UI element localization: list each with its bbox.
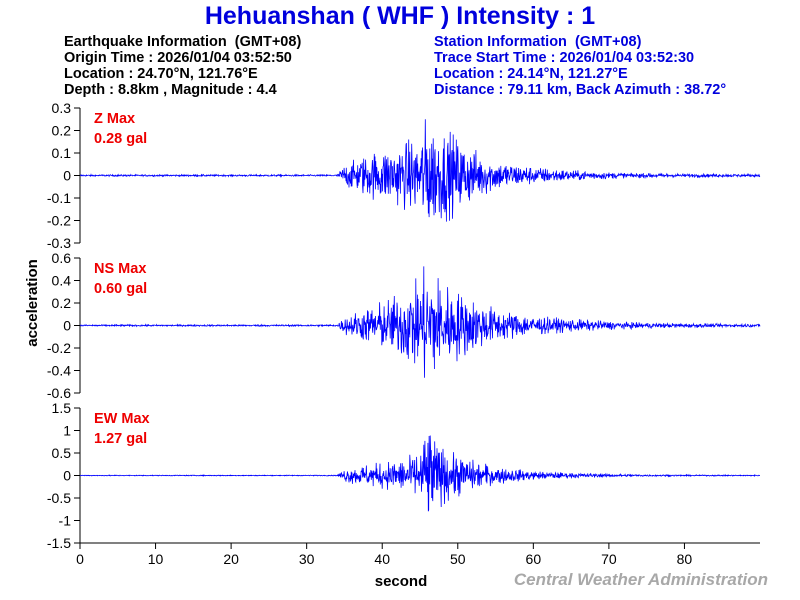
ew-y-tick-label: -1.5 [47,535,71,551]
ew-max-label: EW Max [94,411,150,427]
trace-start-time: Trace Start Time : 2026/01/04 03:52:30 [434,50,695,66]
ew-y-tick-label: 0 [63,468,71,484]
ns-max-label: NS Max [94,261,146,277]
distance-azimuth: Distance : 79.11 km, Back Azimuth : 38.7… [434,82,727,98]
x-tick-label: 70 [601,551,617,567]
ns-y-tick-label: -0.2 [47,340,71,356]
ew-trace [79,435,760,512]
x-tick-label: 80 [677,551,693,567]
z-y-tick-label: 0 [63,168,71,184]
x-tick-label: 10 [148,551,164,567]
chart-title: Hehuanshan ( WHF ) Intensity : 1 [204,2,596,30]
ew-y-tick-label: 1 [63,423,71,439]
ns-max-value: 0.60 gal [94,281,147,297]
x-tick-label: 20 [223,551,239,567]
station-location: Location : 24.14°N, 121.27°E [434,66,628,82]
ew-y-tick-label: -0.5 [47,490,71,506]
z-trace [79,119,761,222]
x-tick-label: 60 [526,551,542,567]
z-y-tick-label: 0.3 [52,100,72,116]
z-y-tick-label: -0.2 [47,213,71,229]
x-tick-label: 0 [76,551,84,567]
x-tick-label: 30 [299,551,315,567]
z-max-value: 0.28 gal [94,131,147,147]
y-axis-title: acceleration [24,259,41,347]
ns-y-tick-label: 0 [63,318,71,334]
ew-y-tick-label: 0.5 [52,445,72,461]
credit-text: Central Weather Administration [513,570,768,589]
origin-time: Origin Time : 2026/01/04 03:52:50 [64,50,292,66]
ew-y-tick-label: -1 [59,513,72,529]
z-y-tick-label: -0.3 [47,235,71,251]
earthquake-info-heading: Earthquake Information (GMT+08) [64,34,302,50]
ns-trace [79,266,761,378]
ns-y-tick-label: 0.6 [52,250,72,266]
ns-y-tick-label: -0.4 [47,363,71,379]
x-tick-label: 40 [374,551,390,567]
epicenter-location: Location : 24.70°N, 121.76°E [64,66,258,82]
ns-y-tick-label: -0.6 [47,385,71,401]
z-max-label: Z Max [94,111,135,127]
ew-y-tick-label: 1.5 [52,400,72,416]
z-y-tick-label: 0.2 [52,123,72,139]
ns-y-tick-label: 0.2 [52,295,72,311]
x-tick-label: 50 [450,551,466,567]
ns-y-tick-label: 0.4 [52,273,72,289]
station-info-heading: Station Information (GMT+08) [434,34,642,50]
depth-magnitude: Depth : 8.8km , Magnitude : 4.4 [64,82,277,98]
earthquake-info: Earthquake Information (GMT+08) Origin T… [64,34,301,98]
station-info: Station Information (GMT+08) Trace Start… [434,34,726,98]
z-y-tick-label: -0.1 [47,190,71,206]
z-y-tick-label: 0.1 [52,145,72,161]
x-axis-title: second [375,573,428,590]
ew-max-value: 1.27 gal [94,431,147,447]
